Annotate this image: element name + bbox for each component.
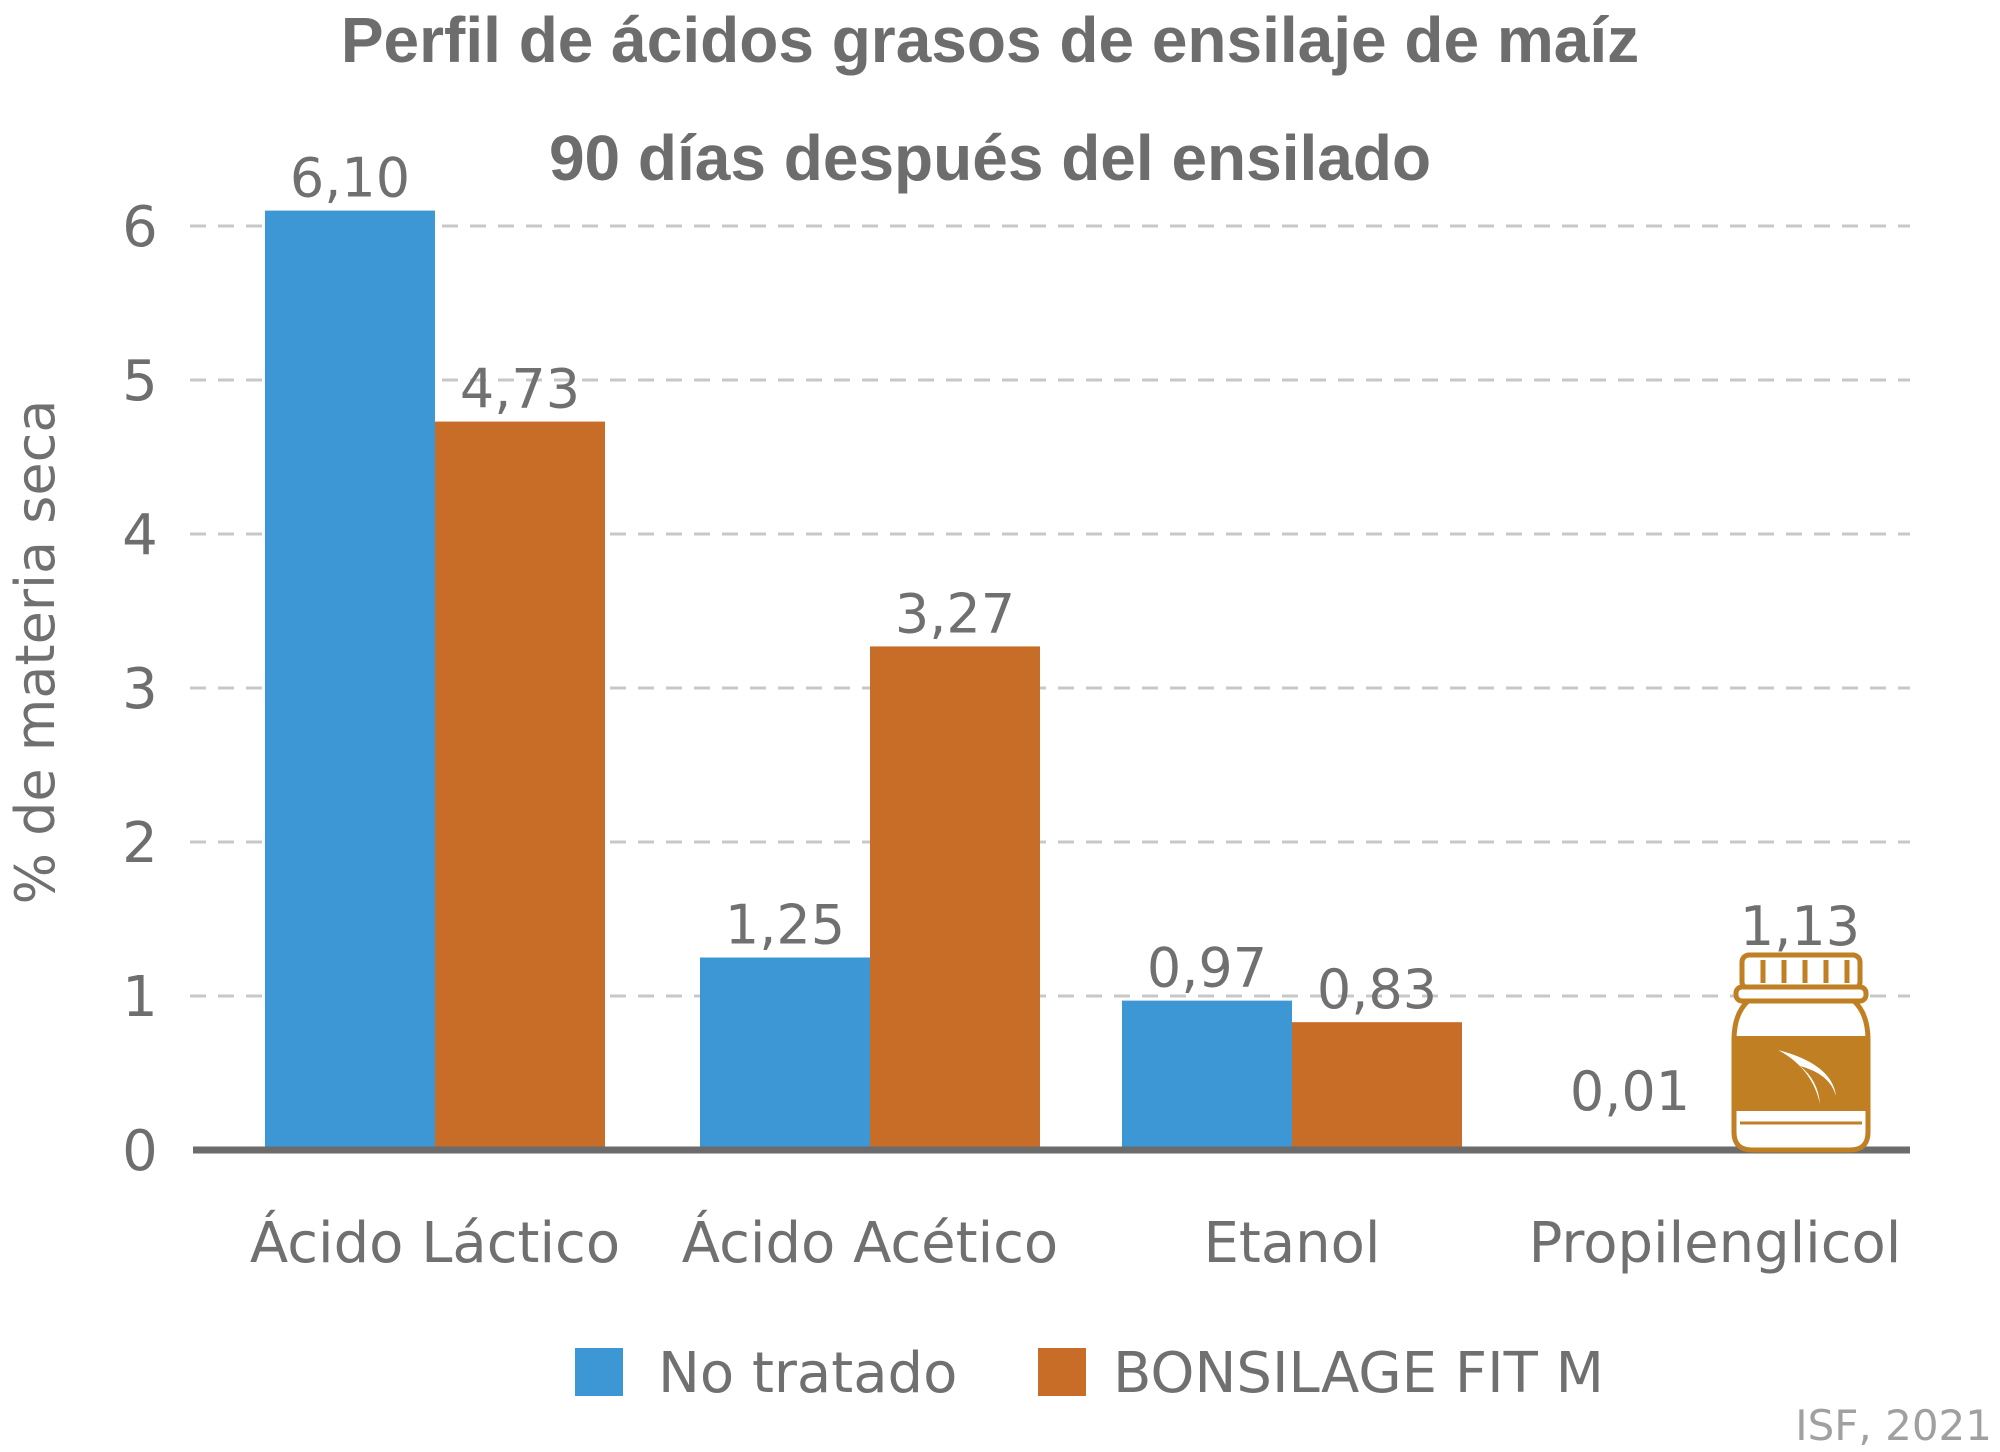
x-tick-label: Ácido Láctico (250, 1211, 620, 1276)
x-axis-ticks: Ácido Láctico Ácido Acético Etanol Propilen… (250, 1211, 1901, 1276)
y-tick-label: 2 (122, 811, 158, 876)
data-label: 3,27 (895, 582, 1015, 645)
bar (1122, 1000, 1292, 1150)
legend-label-no-tratado: No tratado (658, 1341, 957, 1406)
y-tick-label: 6 (122, 195, 158, 260)
y-axis-ticks: 0 1 2 3 4 5 6 (122, 195, 158, 1184)
y-axis-label: % de materia seca (4, 400, 67, 905)
data-label: 0,83 (1317, 958, 1437, 1021)
product-jar-icon (1731, 952, 1871, 1153)
bar (435, 421, 605, 1151)
x-tick-label: Ácido Acético (682, 1211, 1058, 1276)
bar (700, 957, 870, 1150)
y-tick-label: 5 (122, 349, 158, 414)
y-tick-label: 3 (122, 657, 158, 722)
bars (265, 210, 1715, 1151)
data-label: 1,25 (725, 894, 845, 957)
y-tick-label: 4 (122, 503, 158, 568)
data-label: 1,13 (1740, 895, 1860, 958)
x-tick-label: Propilenglicol (1529, 1211, 1902, 1276)
legend-swatch-bonsilage (1038, 1348, 1086, 1396)
value-labels: 6,10 4,73 1,25 3,27 0,97 0,83 0,01 1,13 (290, 147, 1860, 1123)
legend-swatch-no-tratado (575, 1348, 623, 1396)
bar (1292, 1022, 1462, 1150)
x-tick-label: Etanol (1204, 1211, 1381, 1276)
legend: No tratado BONSILAGE FIT M (575, 1341, 1604, 1406)
data-label: 4,73 (460, 358, 580, 421)
y-tick-label: 1 (122, 965, 158, 1030)
bar (265, 210, 435, 1151)
y-tick-label: 0 (122, 1119, 158, 1184)
data-label: 0,97 (1147, 937, 1267, 1000)
bar (870, 646, 1040, 1150)
source-note: ISF, 2021 (1795, 1401, 1992, 1450)
legend-label-bonsilage: BONSILAGE FIT M (1113, 1341, 1604, 1406)
chart-subtitle: 90 días después del ensilado (549, 122, 1431, 194)
data-label: 0,01 (1570, 1060, 1690, 1123)
data-label: 6,10 (290, 147, 410, 210)
chart-title: Perfil de ácidos grasos de ensilaje de m… (341, 4, 1639, 76)
